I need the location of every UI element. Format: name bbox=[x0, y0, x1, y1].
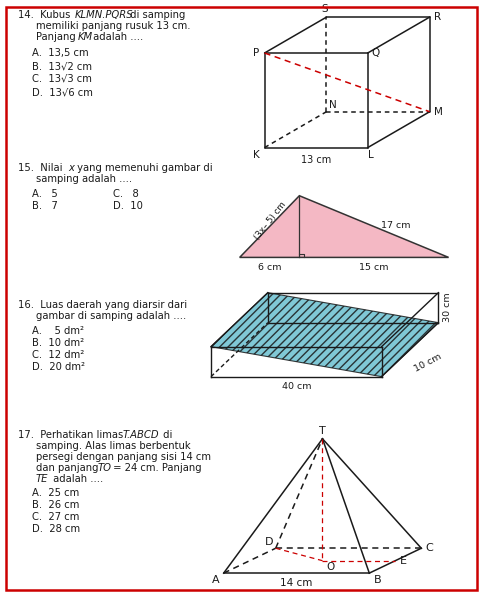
Text: B.   7: B. 7 bbox=[32, 201, 58, 211]
Text: D: D bbox=[265, 537, 273, 547]
Text: memiliki panjang rusuk 13 cm.: memiliki panjang rusuk 13 cm. bbox=[36, 21, 190, 31]
Text: Panjang: Panjang bbox=[36, 32, 79, 42]
Text: yang memenuhi gambar di: yang memenuhi gambar di bbox=[74, 163, 213, 173]
Text: C: C bbox=[426, 543, 433, 553]
Text: TE: TE bbox=[36, 474, 48, 484]
Text: TO: TO bbox=[98, 463, 112, 473]
Text: A.    5 dm²: A. 5 dm² bbox=[32, 326, 84, 336]
Text: B.  10 dm²: B. 10 dm² bbox=[32, 338, 84, 348]
Text: persegi dengan panjang sisi 14 cm: persegi dengan panjang sisi 14 cm bbox=[36, 452, 211, 462]
Text: adalah ....: adalah .... bbox=[50, 474, 103, 484]
Text: C.  12 dm²: C. 12 dm² bbox=[32, 350, 84, 360]
Text: C.   8: C. 8 bbox=[113, 189, 139, 199]
Text: KM: KM bbox=[78, 32, 93, 42]
Text: R: R bbox=[434, 12, 441, 22]
Text: D.  13√6 cm: D. 13√6 cm bbox=[32, 87, 93, 97]
Text: 16.  Luas daerah yang diarsir dari: 16. Luas daerah yang diarsir dari bbox=[18, 300, 187, 310]
Text: di: di bbox=[160, 430, 172, 440]
Text: C.  13√3 cm: C. 13√3 cm bbox=[32, 74, 92, 84]
Text: E: E bbox=[399, 556, 407, 566]
Text: 13 cm: 13 cm bbox=[301, 155, 331, 165]
Text: 6 cm: 6 cm bbox=[258, 263, 281, 272]
Text: Q: Q bbox=[372, 48, 380, 58]
Text: 17.  Perhatikan limas: 17. Perhatikan limas bbox=[18, 430, 127, 440]
Text: (3x– 5) cm: (3x– 5) cm bbox=[253, 201, 288, 242]
Text: x: x bbox=[68, 163, 74, 173]
Text: D.  28 cm: D. 28 cm bbox=[32, 524, 80, 534]
Text: = 24 cm. Panjang: = 24 cm. Panjang bbox=[110, 463, 201, 473]
Text: samping. Alas limas berbentuk: samping. Alas limas berbentuk bbox=[36, 441, 191, 451]
Text: samping adalah ....: samping adalah .... bbox=[36, 174, 132, 184]
Text: 30 cm: 30 cm bbox=[443, 293, 452, 322]
Text: A: A bbox=[212, 575, 219, 585]
Text: 15 cm: 15 cm bbox=[359, 263, 389, 272]
Text: B.  13√2 cm: B. 13√2 cm bbox=[32, 61, 92, 71]
Text: S: S bbox=[321, 4, 327, 14]
Text: adalah ....: adalah .... bbox=[90, 32, 143, 42]
Text: 10 cm: 10 cm bbox=[412, 352, 443, 374]
Text: O: O bbox=[327, 562, 335, 572]
Text: M: M bbox=[434, 107, 442, 116]
Text: A.   5: A. 5 bbox=[32, 189, 58, 199]
Text: di samping: di samping bbox=[127, 10, 185, 20]
Text: P: P bbox=[253, 48, 259, 58]
Text: 15.  Nilai: 15. Nilai bbox=[18, 163, 66, 173]
Text: KLMN.PQRS: KLMN.PQRS bbox=[75, 10, 134, 20]
Text: 14.  Kubus: 14. Kubus bbox=[18, 10, 73, 20]
Text: A.  13,5 cm: A. 13,5 cm bbox=[32, 48, 88, 58]
Text: 17 cm: 17 cm bbox=[381, 220, 411, 229]
Text: D.  20 dm²: D. 20 dm² bbox=[32, 362, 85, 372]
Text: dan panjang: dan panjang bbox=[36, 463, 101, 473]
Text: L: L bbox=[368, 150, 373, 160]
Text: B: B bbox=[373, 575, 381, 585]
Text: C.  27 cm: C. 27 cm bbox=[32, 512, 79, 522]
Text: T.ABCD: T.ABCD bbox=[123, 430, 159, 440]
Text: K: K bbox=[253, 150, 259, 160]
Text: 14 cm: 14 cm bbox=[280, 578, 313, 587]
Text: A.  25 cm: A. 25 cm bbox=[32, 488, 79, 498]
Text: 40 cm: 40 cm bbox=[282, 382, 311, 391]
Text: D.  10: D. 10 bbox=[113, 201, 143, 211]
Text: N: N bbox=[328, 100, 336, 110]
Text: T: T bbox=[319, 426, 326, 436]
Text: gambar di samping adalah ....: gambar di samping adalah .... bbox=[36, 311, 186, 321]
Polygon shape bbox=[240, 196, 449, 257]
Text: B.  26 cm: B. 26 cm bbox=[32, 500, 79, 510]
Polygon shape bbox=[211, 293, 439, 377]
